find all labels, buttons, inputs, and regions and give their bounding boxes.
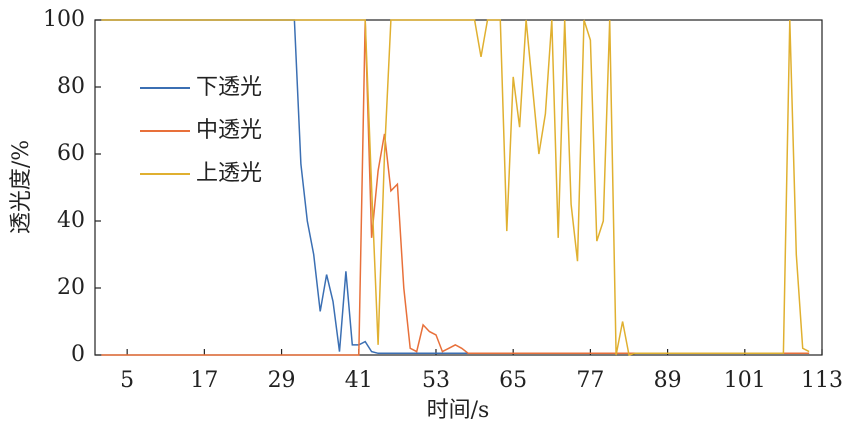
y-tick-label: 60	[57, 141, 85, 166]
data-line	[101, 19, 810, 355]
x-tick-label: 113	[801, 368, 843, 393]
y-tick-label: 20	[57, 275, 85, 300]
data-line	[101, 19, 810, 356]
x-tick-label: 41	[345, 368, 373, 393]
y-tick-label: 80	[57, 74, 85, 99]
x-tick-label: 65	[499, 368, 527, 393]
data-line	[101, 19, 810, 356]
x-tick-label: 89	[654, 368, 682, 393]
y-axis-label: 透光度/%	[9, 140, 34, 234]
y-tick-label: 40	[57, 208, 85, 233]
x-tick-label: 77	[576, 368, 604, 393]
y-tick-label: 100	[43, 7, 85, 32]
legend-label: 中透光	[196, 118, 262, 143]
x-tick-label: 29	[268, 368, 296, 393]
plot-frame	[94, 19, 823, 356]
x-tick-label: 5	[120, 368, 134, 393]
x-tick-label: 17	[190, 368, 218, 393]
x-tick-label: 53	[422, 368, 450, 393]
y-tick-label: 0	[71, 342, 85, 367]
x-axis-label: 时间/s	[427, 398, 490, 423]
x-tick-label: 101	[724, 368, 766, 393]
legend-label: 上透光	[196, 161, 262, 186]
legend-label: 下透光	[196, 75, 262, 100]
